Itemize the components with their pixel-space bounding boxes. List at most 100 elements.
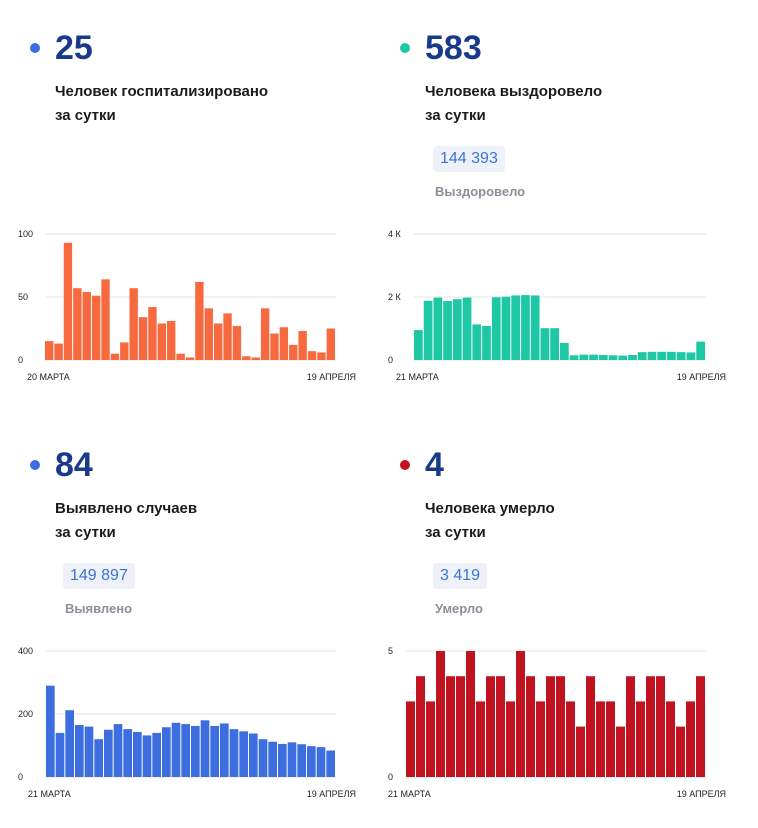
recovered-dot xyxy=(400,43,410,53)
bar xyxy=(65,710,74,777)
bar xyxy=(472,324,482,360)
bar xyxy=(506,701,515,777)
y-tick-label: 5 xyxy=(388,646,393,656)
bar xyxy=(569,355,579,360)
bar xyxy=(289,344,298,360)
recovered-desc: Человека выздоровело за сутки xyxy=(425,80,602,128)
deaths-desc: Человека умерло за сутки xyxy=(425,497,555,545)
bar xyxy=(686,352,696,360)
bar xyxy=(579,354,589,360)
bar xyxy=(443,301,452,360)
cases-total-label: Выявлено xyxy=(65,601,133,616)
x-start-label: 21 МАРТА xyxy=(388,789,431,799)
y-tick-label: 2 К xyxy=(388,292,402,302)
bar xyxy=(696,341,705,360)
bar xyxy=(414,330,423,360)
deaths-desc-line2: за сутки xyxy=(425,524,486,541)
bar xyxy=(101,279,110,360)
bar xyxy=(608,355,618,360)
bar xyxy=(45,341,54,360)
y-tick-label: 200 xyxy=(18,709,33,719)
bar xyxy=(251,357,260,360)
bar xyxy=(433,297,443,360)
bar xyxy=(204,308,213,360)
hospitalized-chart: 0 50 100 20 МАРТА 19 АПРЕЛЯ xyxy=(18,229,356,382)
y-tick-label: 0 xyxy=(18,772,23,782)
bar xyxy=(526,676,535,777)
x-end-label: 19 АПРЕЛЯ xyxy=(307,372,356,382)
recovered-total-label: Выздоровело xyxy=(435,184,526,199)
panel-deaths: 4 Человека умерло за сутки 3 419 Умерло xyxy=(370,415,730,815)
bar xyxy=(530,295,540,360)
recovered-desc-line2: за сутки xyxy=(425,107,486,124)
bar xyxy=(423,300,433,360)
x-start-label: 20 МАРТА xyxy=(27,372,70,382)
bar xyxy=(598,354,608,360)
bar xyxy=(456,676,465,777)
cases-desc-line2: за сутки xyxy=(55,524,116,541)
bar xyxy=(540,328,550,360)
recovered-desc-line1: Человека выздоровело xyxy=(425,83,603,100)
bar xyxy=(167,320,176,360)
deaths-total-label: Умерло xyxy=(435,601,483,616)
y-tick-label: 4 К xyxy=(388,229,402,239)
panel-hospitalized: 25 Человек госпитализировано за сутки xyxy=(0,0,360,400)
bar xyxy=(223,313,232,360)
hospitalized-desc-line1: Человек госпитализировано xyxy=(55,83,269,100)
bar xyxy=(486,676,495,777)
deaths-desc-line1: Человека умерло xyxy=(425,500,555,517)
recovered-total: 144 393 xyxy=(433,146,505,172)
bar xyxy=(511,295,521,360)
bar xyxy=(232,325,242,360)
bar xyxy=(667,351,676,360)
bar xyxy=(162,727,171,777)
bar xyxy=(317,352,326,360)
bar xyxy=(326,328,335,360)
bar xyxy=(268,741,277,777)
bar xyxy=(416,676,425,777)
x-start-label: 21 МАРТА xyxy=(396,372,439,382)
bar xyxy=(606,701,615,777)
bar xyxy=(496,676,505,777)
bar xyxy=(239,731,248,777)
bar xyxy=(229,729,239,777)
bar xyxy=(54,343,63,360)
cases-chart: 0 200 400 21 МАРТА 19 АПРЕЛЯ xyxy=(18,646,356,799)
bar xyxy=(181,724,190,777)
bar xyxy=(242,356,251,360)
bar xyxy=(666,701,675,777)
bar xyxy=(46,685,55,777)
bar xyxy=(307,746,316,777)
recovered-chart: 0 2 К 4 К 21 МАРТА 19 АПРЕЛЯ xyxy=(388,229,726,382)
bar xyxy=(129,288,138,360)
bar xyxy=(195,281,204,360)
bar xyxy=(298,331,307,360)
bar xyxy=(249,733,258,777)
bar xyxy=(297,744,306,777)
bar xyxy=(501,296,511,360)
bar xyxy=(426,701,435,777)
bar xyxy=(73,288,82,360)
bar xyxy=(104,729,113,777)
bar xyxy=(133,731,142,777)
bar xyxy=(316,747,326,777)
bar xyxy=(647,351,657,360)
bar xyxy=(676,352,686,361)
recovered-number: 583 xyxy=(425,29,482,67)
bar xyxy=(657,351,667,360)
x-end-label: 19 АПРЕЛЯ xyxy=(307,789,356,799)
bar xyxy=(142,735,152,777)
bar xyxy=(482,325,491,360)
bar xyxy=(521,295,530,360)
bar xyxy=(157,323,167,360)
bar xyxy=(586,676,595,777)
bar xyxy=(113,724,123,777)
bar xyxy=(185,357,195,360)
bar xyxy=(210,725,219,777)
bar xyxy=(618,355,628,360)
bar xyxy=(436,651,445,777)
panel-recovered: 583 Человека выздоровело за сутки 144 39… xyxy=(370,0,730,400)
panel-cases: 84 Выявлено случаев за сутки 149 897 Выя… xyxy=(0,415,360,815)
bar xyxy=(82,291,91,360)
deaths-total: 3 419 xyxy=(433,563,488,589)
